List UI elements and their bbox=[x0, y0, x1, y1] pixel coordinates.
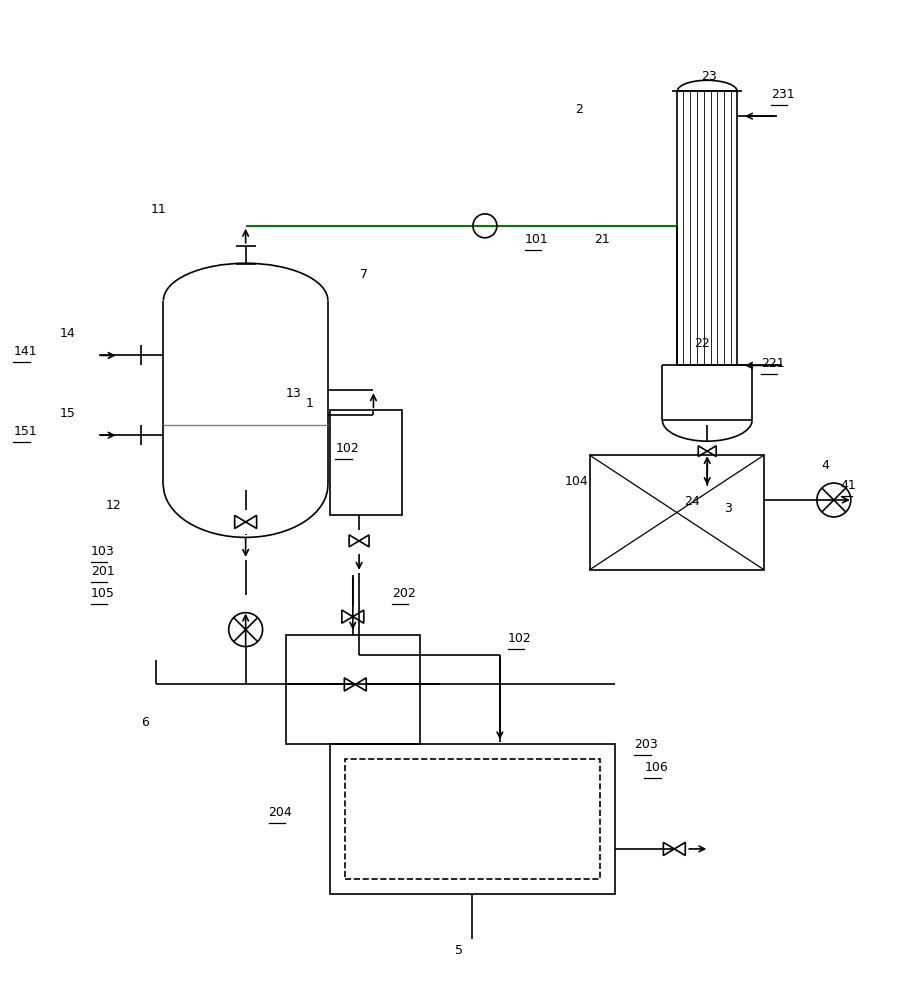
Text: 101: 101 bbox=[524, 233, 548, 246]
Text: 11: 11 bbox=[151, 203, 166, 216]
Text: 141: 141 bbox=[14, 345, 37, 358]
Text: 12: 12 bbox=[106, 499, 122, 512]
Text: 2: 2 bbox=[574, 103, 583, 116]
Text: 5: 5 bbox=[455, 944, 463, 957]
Text: 221: 221 bbox=[761, 357, 784, 370]
Text: 14: 14 bbox=[59, 327, 75, 340]
Text: 22: 22 bbox=[694, 337, 710, 350]
Bar bbox=[330, 410, 402, 515]
Text: 41: 41 bbox=[841, 479, 856, 492]
Text: 203: 203 bbox=[634, 738, 658, 751]
Bar bbox=[590, 455, 764, 570]
Text: 104: 104 bbox=[564, 475, 588, 488]
Text: 7: 7 bbox=[360, 268, 368, 281]
Text: 151: 151 bbox=[14, 425, 37, 438]
Text: 23: 23 bbox=[701, 70, 717, 83]
Text: 6: 6 bbox=[141, 716, 149, 729]
Bar bbox=[330, 744, 614, 894]
Text: 21: 21 bbox=[594, 233, 610, 246]
Text: 204: 204 bbox=[268, 806, 293, 819]
Text: 201: 201 bbox=[91, 565, 115, 578]
Text: 103: 103 bbox=[91, 545, 115, 558]
Text: 106: 106 bbox=[644, 761, 668, 774]
Text: 202: 202 bbox=[392, 587, 416, 600]
Text: 231: 231 bbox=[771, 88, 794, 101]
Bar bbox=[285, 635, 420, 744]
Text: 13: 13 bbox=[285, 387, 301, 400]
Text: 105: 105 bbox=[91, 587, 115, 600]
Text: 3: 3 bbox=[724, 502, 732, 515]
Text: 15: 15 bbox=[59, 407, 75, 420]
Text: 1: 1 bbox=[305, 397, 314, 410]
Text: 102: 102 bbox=[335, 442, 359, 455]
Bar bbox=[345, 759, 600, 879]
Text: 24: 24 bbox=[684, 495, 700, 508]
Text: 102: 102 bbox=[508, 632, 532, 645]
Text: 4: 4 bbox=[821, 459, 829, 472]
